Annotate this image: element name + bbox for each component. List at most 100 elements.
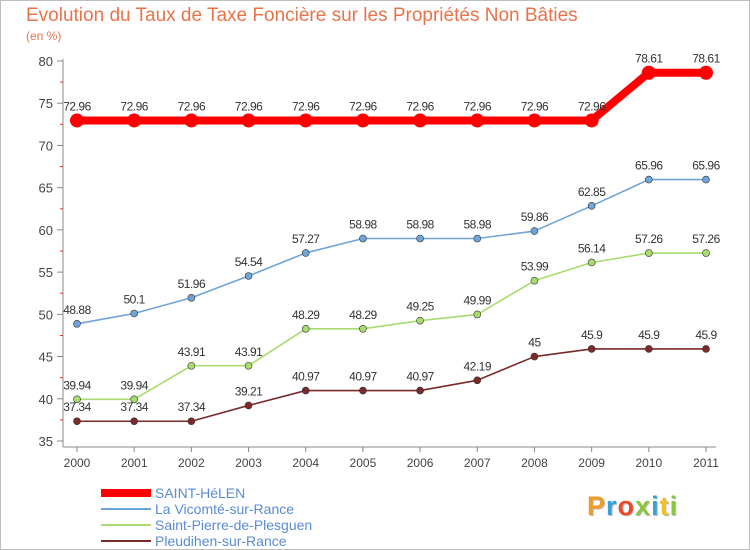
data-label: 72.96 bbox=[63, 99, 91, 113]
data-label: 57.26 bbox=[692, 232, 720, 246]
data-label: 40.97 bbox=[349, 370, 377, 384]
data-label: 72.96 bbox=[521, 99, 549, 113]
data-label: 48.29 bbox=[292, 308, 320, 322]
logo-letter: o bbox=[617, 491, 636, 521]
x-tick-label-2005: 2005 bbox=[350, 456, 377, 470]
legend-swatch bbox=[101, 508, 151, 510]
legend-label: Pleudihen-sur-Rance bbox=[155, 533, 287, 549]
data-point bbox=[473, 376, 482, 385]
data-label: 42.19 bbox=[464, 359, 492, 373]
data-label: 43.91 bbox=[178, 345, 206, 359]
data-point bbox=[587, 202, 596, 210]
x-tick-label-2003: 2003 bbox=[235, 456, 262, 470]
data-label: 49.99 bbox=[464, 293, 492, 307]
data-label: 65.96 bbox=[635, 159, 663, 173]
x-tick-label-2006: 2006 bbox=[407, 456, 434, 470]
legend-item: SAINT-HéLEN bbox=[101, 485, 312, 501]
data-label: 54.54 bbox=[235, 255, 263, 269]
data-point bbox=[127, 113, 142, 128]
x-tick-label-2004: 2004 bbox=[292, 456, 319, 470]
data-label: 39.94 bbox=[63, 378, 91, 392]
data-point bbox=[130, 309, 138, 318]
data-label: 39.21 bbox=[235, 384, 263, 398]
x-tick-label-2007: 2007 bbox=[464, 456, 491, 470]
data-point bbox=[530, 276, 539, 285]
legend-label: La Vicomté-sur-Rance bbox=[155, 501, 295, 517]
x-tick-label-2009: 2009 bbox=[578, 456, 605, 470]
data-label: 78.61 bbox=[692, 52, 720, 66]
legend-item: La Vicomté-sur-Rance bbox=[101, 501, 312, 517]
data-point bbox=[301, 324, 310, 333]
y-tick-label-70: 70 bbox=[39, 138, 53, 153]
series-line-0 bbox=[77, 68, 706, 125]
y-tick-label-55: 55 bbox=[39, 265, 53, 280]
y-tick-label-65: 65 bbox=[39, 181, 53, 196]
data-point bbox=[73, 319, 81, 328]
chart-title: Evolution du Taux de Taxe Foncière sur l… bbox=[26, 5, 578, 26]
data-label: 57.26 bbox=[635, 232, 663, 246]
data-point bbox=[241, 113, 256, 128]
data-point bbox=[301, 386, 310, 395]
data-point bbox=[470, 113, 485, 128]
data-label: 45.9 bbox=[638, 328, 660, 342]
unit-label: (en %) bbox=[26, 29, 62, 43]
logo-letter: P bbox=[587, 491, 607, 521]
data-label: 37.34 bbox=[120, 400, 148, 414]
legend-swatch bbox=[101, 524, 151, 526]
data-label: 72.96 bbox=[178, 99, 206, 113]
data-label: 40.97 bbox=[292, 370, 320, 384]
y-tick-label-45: 45 bbox=[39, 350, 53, 365]
data-label: 40.97 bbox=[406, 370, 434, 384]
data-point bbox=[641, 65, 656, 80]
data-point bbox=[187, 293, 196, 302]
data-label: 72.96 bbox=[235, 99, 263, 113]
data-point bbox=[298, 113, 313, 128]
data-point bbox=[187, 417, 196, 426]
data-label: 51.96 bbox=[178, 277, 206, 291]
legend-item: Saint-Pierre-de-Plesguen bbox=[101, 517, 312, 533]
data-label: 58.98 bbox=[406, 218, 434, 232]
x-tick-label-2001: 2001 bbox=[121, 456, 148, 470]
data-label: 37.34 bbox=[178, 400, 206, 414]
y-tick-label-50: 50 bbox=[39, 307, 53, 322]
data-point bbox=[70, 113, 84, 128]
data-label: 72.96 bbox=[349, 99, 377, 113]
data-label: 62.85 bbox=[578, 185, 606, 199]
data-label: 43.91 bbox=[235, 345, 263, 359]
data-point bbox=[359, 324, 367, 333]
data-point bbox=[530, 352, 539, 361]
x-tick-label-2011: 2011 bbox=[693, 456, 719, 470]
data-point bbox=[416, 386, 424, 395]
data-point bbox=[587, 258, 596, 267]
data-point bbox=[702, 175, 710, 184]
data-point bbox=[527, 113, 542, 128]
logo-letter: i bbox=[651, 491, 660, 521]
x-tick-label-2000: 2000 bbox=[64, 456, 91, 470]
data-point bbox=[184, 113, 199, 128]
legend-label: Saint-Pierre-de-Plesguen bbox=[155, 517, 313, 533]
data-point bbox=[359, 234, 367, 243]
data-label: 56.14 bbox=[578, 241, 606, 255]
data-label: 72.96 bbox=[578, 99, 606, 113]
data-point bbox=[413, 113, 428, 128]
data-point bbox=[244, 361, 253, 370]
data-label: 72.96 bbox=[292, 99, 320, 113]
data-label: 48.88 bbox=[63, 303, 91, 317]
data-point bbox=[130, 395, 138, 404]
data-point bbox=[473, 234, 482, 243]
series-line-1 bbox=[76, 178, 706, 325]
data-label: 58.98 bbox=[464, 218, 492, 232]
data-point bbox=[355, 113, 370, 128]
chart-legend: SAINT-HéLEN La Vicomté-sur-Rance Saint-Pie… bbox=[101, 485, 312, 549]
data-point bbox=[359, 386, 367, 395]
proxiti-logo: Proxiti bbox=[587, 491, 678, 522]
data-label: 72.96 bbox=[120, 99, 148, 113]
y-tick-label-75: 75 bbox=[39, 96, 53, 111]
data-point bbox=[301, 249, 310, 257]
data-point bbox=[244, 401, 253, 410]
data-point bbox=[645, 175, 653, 184]
data-label: 45.9 bbox=[581, 328, 603, 342]
data-point bbox=[73, 417, 81, 426]
data-point bbox=[702, 249, 710, 257]
